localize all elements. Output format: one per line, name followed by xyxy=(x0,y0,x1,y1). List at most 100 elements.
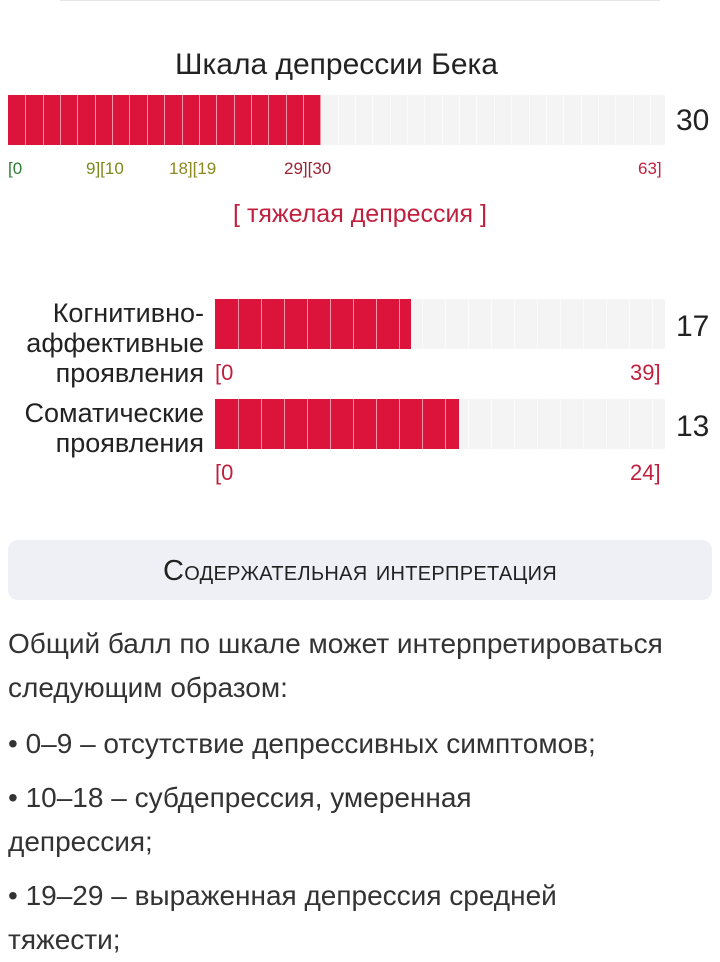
bar-segment-divider xyxy=(615,95,617,145)
tick-label: [0 xyxy=(215,360,234,385)
bar-segment-divider xyxy=(198,95,200,145)
tick-label: 9][10 xyxy=(86,159,124,178)
bar-segment-divider xyxy=(372,95,374,145)
bar-segment-divider xyxy=(606,399,607,449)
list-item: • 0–9 – отсутствие депрессивных симптомо… xyxy=(8,728,596,759)
tick-label: [0 xyxy=(215,460,234,485)
bar-segment-divider xyxy=(233,95,235,145)
bar-segment-divider xyxy=(511,95,513,145)
bar-segment-divider xyxy=(476,95,478,145)
subscale-value: 13 xyxy=(676,410,710,443)
bar-segment-divider xyxy=(537,299,538,349)
bar-segment-divider xyxy=(302,95,304,145)
severity-verdict: [ тяжелая депрессия ] xyxy=(233,200,487,228)
intro-text: Общий балл по шкале может интерпретирова… xyxy=(8,628,663,703)
bar-segment-divider xyxy=(597,95,599,145)
bar-segment-divider xyxy=(60,95,62,145)
bar-segment-divider xyxy=(514,299,515,349)
bar-segment-divider xyxy=(112,95,114,145)
bar-segment-divider xyxy=(528,95,530,145)
bar-segment-divider xyxy=(407,95,409,145)
bar-segment-divider xyxy=(649,95,651,145)
bar-segment-divider xyxy=(376,299,377,349)
bar-segment-divider xyxy=(181,95,183,145)
tick-label: 39] xyxy=(630,360,661,385)
tick-label: 63] xyxy=(638,159,662,178)
bar-segment-divider xyxy=(330,399,331,449)
list-item: • 19–29 – выраженная депрессия средней т… xyxy=(8,880,557,955)
bar-segment-divider xyxy=(399,299,400,349)
bar-segment-divider xyxy=(320,95,322,145)
bar-segment-divider xyxy=(468,299,469,349)
bar-segment-divider xyxy=(493,95,495,145)
bar-segment-divider xyxy=(250,95,252,145)
bar-segment-divider xyxy=(441,95,443,145)
bar-segment-divider xyxy=(268,95,270,145)
bar-segment-divider xyxy=(652,299,653,349)
bar-segment-divider xyxy=(216,95,218,145)
bar-segment-divider xyxy=(284,299,285,349)
bar-segment-divider xyxy=(606,299,607,349)
bar-segment-divider xyxy=(560,399,561,449)
bar-segment-divider xyxy=(424,95,426,145)
subscale-label: Когнитивно- аффективные проявления xyxy=(26,298,204,388)
subscale-bar xyxy=(215,299,665,349)
bar-segment-divider xyxy=(129,95,131,145)
bar-segment-divider xyxy=(560,299,561,349)
bar-segment-divider xyxy=(629,399,630,449)
bar-segment-divider xyxy=(491,299,492,349)
bar-segment-divider xyxy=(632,95,634,145)
bar-segment-divider xyxy=(261,399,262,449)
bar-segment-divider xyxy=(164,95,166,145)
main-scale-bar xyxy=(8,95,665,145)
bar-segment-divider xyxy=(422,299,423,349)
bar-segment-divider xyxy=(94,95,96,145)
tick-label: 29][30 xyxy=(284,159,332,178)
subscale-value: 17 xyxy=(676,310,710,343)
bar-segment-divider xyxy=(468,399,469,449)
section-heading-text: Содержательная интерпретация xyxy=(162,555,558,587)
bar-segment-divider xyxy=(353,399,354,449)
bar-segment-divider xyxy=(42,95,44,145)
section-heading: Содержательная интерпретация xyxy=(8,540,712,600)
bar-segment-divider xyxy=(330,299,331,349)
bar-segment-divider xyxy=(652,399,653,449)
bar-segment-divider xyxy=(146,95,148,145)
divider xyxy=(60,0,660,1)
bar-segment-divider xyxy=(261,299,262,349)
bar-segment-divider xyxy=(629,299,630,349)
bar-fill xyxy=(215,299,412,349)
bar-segment-divider xyxy=(389,95,391,145)
bar-segment-divider xyxy=(583,399,584,449)
bar-segment-divider xyxy=(514,399,515,449)
bar-segment-divider xyxy=(337,95,339,145)
bar-segment-divider xyxy=(376,399,377,449)
bar-segment-divider xyxy=(491,399,492,449)
bar-segment-divider xyxy=(285,95,287,145)
tick-label: [0 xyxy=(8,159,23,178)
bar-segment-divider xyxy=(445,399,446,449)
bar-segment-divider xyxy=(77,95,79,145)
tick-label: 18][19 xyxy=(169,159,217,178)
bar-segment-divider xyxy=(355,95,356,145)
bar-fill xyxy=(215,399,459,449)
list-item: • 10–18 – субдепрессия, умеренная депрес… xyxy=(8,782,472,857)
bar-segment-divider xyxy=(307,399,308,449)
main-scale-value: 30 xyxy=(676,104,710,137)
tick-label: 24] xyxy=(630,460,661,485)
bar-segment-divider xyxy=(422,399,423,449)
bar-segment-divider xyxy=(238,299,239,349)
bar-segment-divider xyxy=(583,299,584,349)
bar-segment-divider xyxy=(25,95,27,145)
bar-segment-divider xyxy=(307,299,308,349)
bar-segment-divider xyxy=(580,95,582,145)
bar-segment-divider xyxy=(399,399,400,449)
bar-segment-divider xyxy=(545,95,547,145)
scale-title: Шкала депрессии Бека xyxy=(175,48,498,81)
bar-segment-divider xyxy=(284,399,285,449)
bar-segment-divider xyxy=(238,399,239,449)
bar-segment-divider xyxy=(353,299,354,349)
subscale-bar xyxy=(215,399,665,449)
subscale-label: Соматические проявления xyxy=(24,398,204,458)
bar-segment-divider xyxy=(563,95,565,145)
